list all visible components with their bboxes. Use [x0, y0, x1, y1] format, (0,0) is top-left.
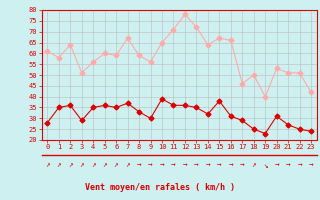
Text: →: →	[148, 160, 153, 170]
Text: ↗: ↗	[79, 160, 84, 170]
Text: →: →	[205, 160, 210, 170]
Text: ↗: ↗	[102, 160, 107, 170]
Text: →: →	[171, 160, 176, 170]
Text: ↗: ↗	[114, 160, 118, 170]
Text: ↘: ↘	[263, 160, 268, 170]
Text: ↗: ↗	[125, 160, 130, 170]
Text: →: →	[274, 160, 279, 170]
Text: →: →	[194, 160, 199, 170]
Text: →: →	[217, 160, 222, 170]
Text: →: →	[160, 160, 164, 170]
Text: →: →	[240, 160, 244, 170]
Text: →: →	[286, 160, 291, 170]
Text: →: →	[228, 160, 233, 170]
Text: →: →	[137, 160, 141, 170]
Text: ↗: ↗	[91, 160, 95, 170]
Text: ↗: ↗	[68, 160, 73, 170]
Text: Vent moyen/en rafales ( km/h ): Vent moyen/en rafales ( km/h )	[85, 183, 235, 192]
Text: ↗: ↗	[45, 160, 50, 170]
Text: →: →	[309, 160, 313, 170]
Text: →: →	[183, 160, 187, 170]
Text: →: →	[297, 160, 302, 170]
Text: ↗: ↗	[57, 160, 61, 170]
Text: ↗: ↗	[252, 160, 256, 170]
